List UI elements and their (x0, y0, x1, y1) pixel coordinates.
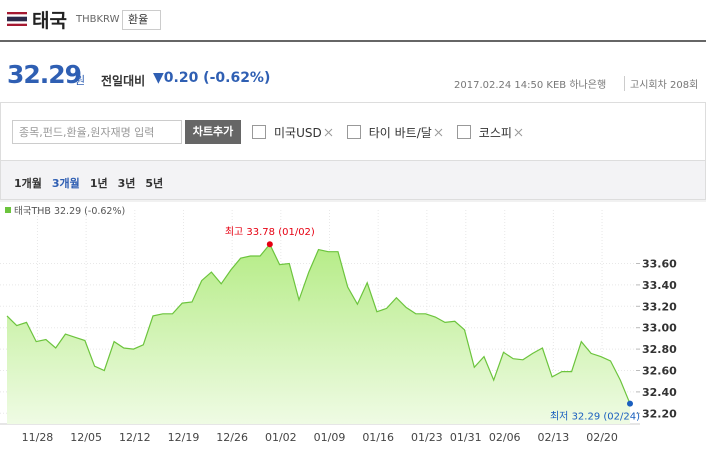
y-tick-label: 32.40 (642, 386, 677, 399)
remove-cross (324, 128, 333, 137)
change-label: 전일대비 (101, 74, 146, 88)
y-tick-label: 32.60 (642, 365, 677, 378)
x-tick-label: 01/09 (314, 431, 346, 444)
price: 32.29 (7, 60, 82, 89)
remove-icon (324, 128, 333, 137)
x-tick-label: 02/13 (538, 431, 570, 444)
compare-item: 코스피 (456, 124, 523, 141)
period-tab[interactable]: 3년 (117, 177, 136, 190)
low-label: 최저 32.29 (02/24) (550, 411, 640, 423)
checkbox[interactable] (456, 125, 471, 139)
compare-item: 미국USD (252, 124, 333, 141)
remove-cross (434, 128, 443, 137)
compare-item: 타이 바트/달 (346, 124, 443, 141)
period-tab[interactable]: 3개월 (51, 177, 80, 190)
period-tab[interactable]: 1년 (89, 177, 108, 190)
compare-label: 타이 바트/달 (368, 126, 432, 140)
x-tick-label: 12/26 (216, 431, 248, 444)
x-tick-label: 01/16 (362, 431, 394, 444)
x-tick-label: 01/23 (411, 431, 443, 444)
line (6, 243, 631, 404)
change: ▼0.20 (-0.62%) (153, 70, 271, 86)
chart: 32.20 32.40 32.60 32.80 33.00 33.20 33.40 33.60… (0, 200, 706, 444)
checkbox[interactable] (346, 125, 361, 139)
period-bar (1, 160, 705, 199)
x-tick-label: 02/06 (489, 431, 521, 444)
y-tick-label: 33.40 (642, 279, 677, 292)
add-button[interactable]: 차트추가 (185, 120, 241, 144)
x-tick-label: 01/31 (450, 431, 482, 444)
checkbox[interactable] (252, 125, 266, 139)
period-tab[interactable]: 1개월 (14, 177, 42, 190)
rate-button[interactable]: 환율 (122, 10, 162, 30)
x-tick-label: 12/12 (119, 431, 151, 444)
x-tick-label: 12/05 (70, 431, 102, 444)
compare-label: 미국USD (274, 126, 322, 140)
compare-list: 미국USD 타이 바트/달 코스피 (252, 124, 537, 141)
compare-label: 코스피 (478, 126, 512, 140)
code: THBKRW (76, 14, 120, 25)
x-tick-label: 12/19 (168, 431, 200, 444)
divider (0, 40, 706, 42)
country: 태국 (32, 10, 67, 32)
remove-icon (514, 128, 523, 137)
x-tick-label: 02/20 (586, 431, 618, 444)
search-input[interactable]: 종목,펀드,환율,원자재명 입력 (12, 120, 182, 144)
y-tick-label: 33.20 (642, 300, 677, 313)
flag (7, 12, 27, 26)
x-tick-label: 01/02 (265, 431, 297, 444)
y-tick-label: 33.60 (642, 258, 677, 271)
x-tick-label: 11/28 (22, 431, 54, 444)
y-tick-label: 33.00 (642, 322, 677, 335)
high-marker (266, 241, 273, 248)
round: 고시회차 208회 (624, 76, 698, 91)
legend-swatch (5, 207, 11, 213)
y-tick-label: 32.20 (642, 407, 677, 420)
low-marker (627, 400, 633, 407)
remove-icon (434, 128, 443, 137)
remove-cross (514, 128, 523, 137)
high-label: 최고 33.78 (01/02) (225, 226, 315, 238)
y-tick-label: 32.80 (642, 343, 677, 356)
area-fill (7, 244, 630, 424)
unit: 원 (75, 74, 86, 87)
period-tabs: 1개월 3개월 1년 3년 5년 (14, 172, 173, 191)
period-tab[interactable]: 5년 (145, 177, 164, 190)
info: 2017.02.24 14:50 KEB 하나은행 (454, 80, 607, 91)
legend-label: 태국THB 32.29 (-0.62%) (14, 206, 125, 217)
